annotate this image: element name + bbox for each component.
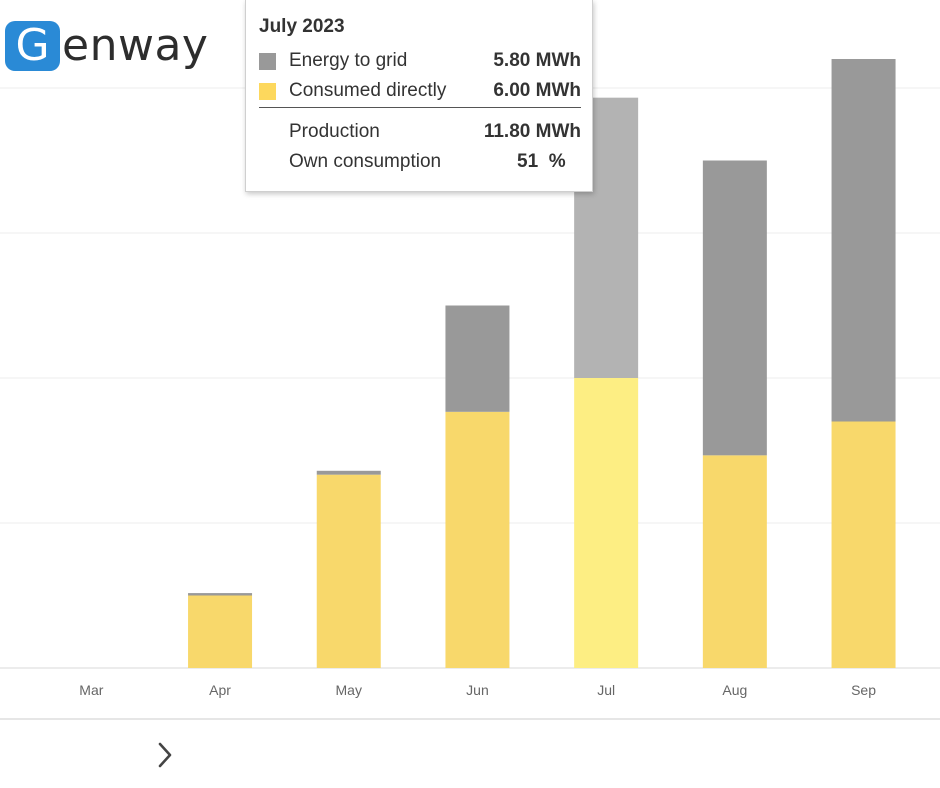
tooltip-row-production: Production 11.80 MWh bbox=[259, 121, 581, 145]
tooltip-value: 6.00 MWh bbox=[493, 80, 581, 101]
tooltip-label: Own consumption bbox=[289, 151, 442, 172]
bar-apr-consumed-directly[interactable] bbox=[188, 595, 253, 669]
grid-swatch-icon bbox=[259, 53, 276, 70]
tooltip-row-own-consumption: Own consumption 51 % bbox=[259, 151, 581, 175]
bar-sep-consumed-directly[interactable] bbox=[831, 421, 896, 669]
tooltip-label: Production bbox=[289, 121, 380, 142]
x-tick-label: May bbox=[336, 682, 362, 698]
bar-jul-consumed-directly[interactable] bbox=[574, 378, 639, 668]
tooltip-value: 5.80 MWh bbox=[493, 50, 581, 71]
tooltip-value: 11.80 MWh bbox=[483, 121, 581, 142]
x-tick-label: Apr bbox=[209, 682, 231, 698]
logo-wordmark: enway bbox=[62, 20, 209, 71]
bars bbox=[188, 59, 896, 668]
x-tick-label: Sep bbox=[851, 682, 876, 698]
tooltip-divider bbox=[259, 107, 581, 108]
x-tick-label: Jun bbox=[466, 682, 489, 698]
x-tick-label: Mar bbox=[79, 682, 103, 698]
x-tick-label: Aug bbox=[722, 682, 747, 698]
x-axis-ticks: Mar Apr May Jun Jul Aug Sep bbox=[79, 682, 876, 698]
bar-aug-consumed-directly[interactable] bbox=[702, 455, 767, 668]
tooltip-row-consumed-directly: Consumed directly 6.00 MWh bbox=[259, 80, 581, 104]
chart-tooltip: July 2023 Energy to grid 5.80 MWh Consum… bbox=[245, 0, 593, 192]
bar-may-energy-to-grid[interactable] bbox=[316, 470, 381, 475]
tooltip-title: July 2023 bbox=[259, 16, 345, 37]
logo-badge: G bbox=[5, 20, 60, 71]
bar-sep-energy-to-grid[interactable] bbox=[831, 59, 896, 422]
x-tick-label: Jul bbox=[597, 682, 615, 698]
tooltip-value: 51 % bbox=[517, 151, 566, 172]
bar-apr-energy-to-grid[interactable] bbox=[188, 593, 253, 596]
genway-logo: G enway bbox=[5, 20, 208, 71]
chevron-right-icon bbox=[158, 742, 172, 768]
consumed-swatch-icon bbox=[259, 83, 276, 100]
bar-aug-energy-to-grid[interactable] bbox=[702, 160, 767, 456]
bar-jun-consumed-directly[interactable] bbox=[445, 411, 510, 668]
tooltip-label: Consumed directly bbox=[289, 80, 447, 101]
tooltip-label: Energy to grid bbox=[289, 50, 408, 71]
tooltip-row-energy-to-grid: Energy to grid 5.80 MWh bbox=[259, 50, 581, 74]
bar-may-consumed-directly[interactable] bbox=[316, 474, 381, 668]
bar-jun-energy-to-grid[interactable] bbox=[445, 305, 510, 412]
next-button[interactable] bbox=[150, 738, 180, 772]
